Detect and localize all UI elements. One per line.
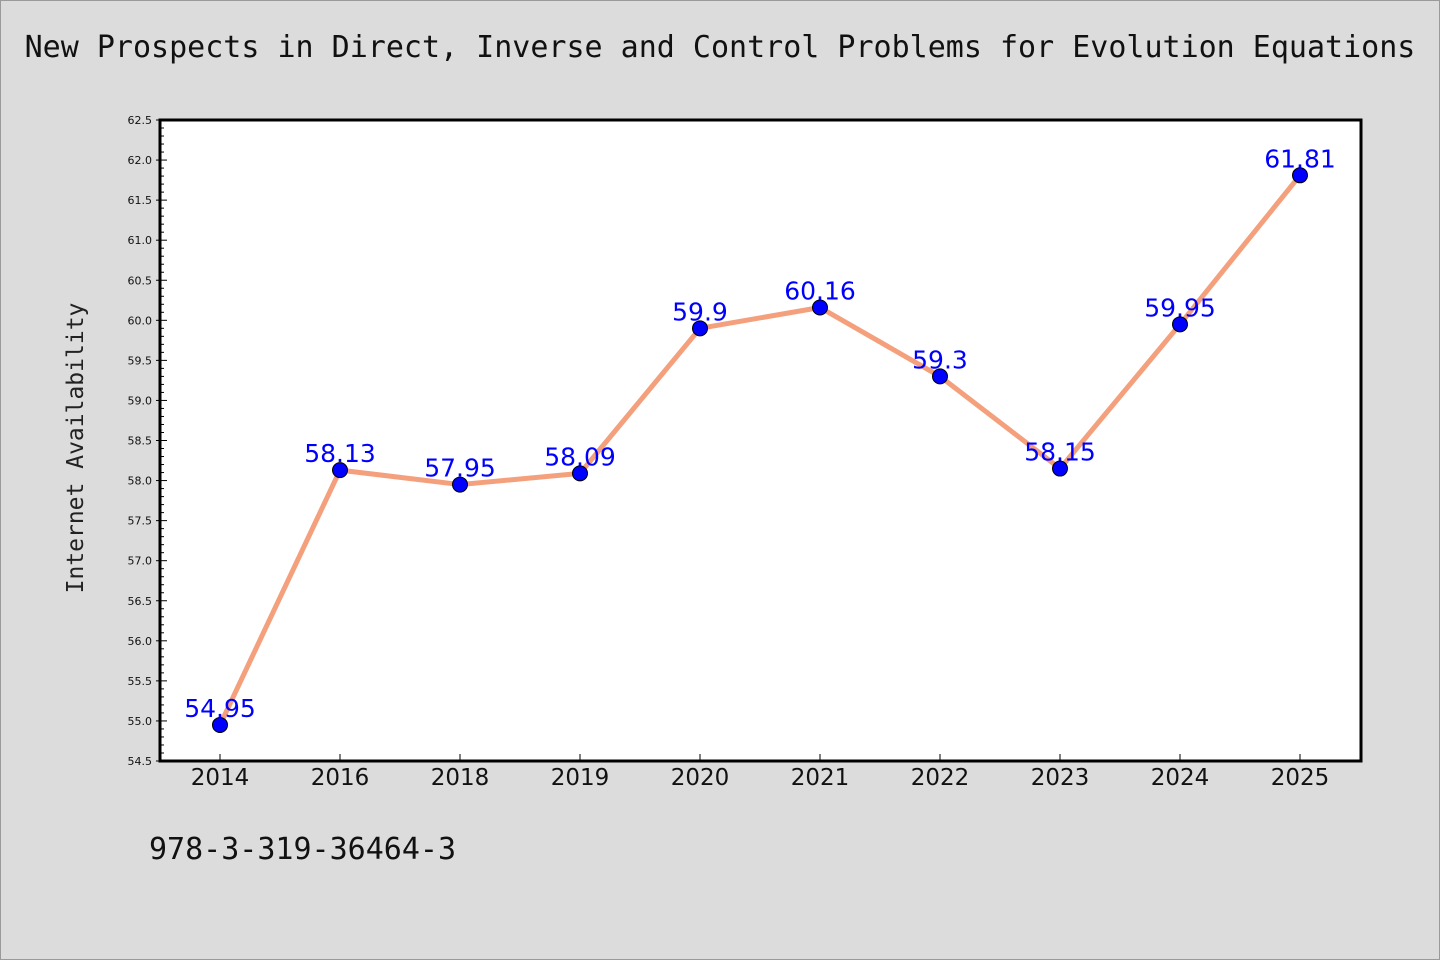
x-tick-label: 2014 [191, 765, 250, 791]
y-tick-label: 58.0 [128, 475, 153, 488]
y-tick-label: 61.5 [128, 194, 153, 207]
y-tick-label: 57.0 [128, 555, 153, 568]
y-tick-label: 59.0 [128, 394, 153, 407]
x-tick-label: 2022 [911, 765, 970, 791]
data-point [332, 462, 348, 479]
data-label: 59.3 [912, 345, 968, 374]
data-point [572, 465, 588, 482]
y-tick-label: 56.5 [128, 595, 153, 608]
y-tick-label: 55.5 [128, 675, 153, 688]
data-labels: 54.95 58.13 57.95 58.09 59.9 60.16 59.3 58.15 59… [184, 144, 1336, 723]
y-tick-label: 60.5 [128, 274, 153, 287]
x-tick-label: 2021 [791, 765, 850, 791]
data-point [212, 716, 228, 733]
chart-title: New Prospects in Direct, Inverse and Con… [24, 30, 1416, 65]
data-label: 59.95 [1144, 293, 1216, 322]
y-tick-label: 60.0 [128, 314, 153, 327]
data-label: 61.81 [1264, 144, 1336, 173]
data-point [932, 368, 948, 385]
x-tick-label: 2016 [311, 765, 370, 791]
y-tick-label: 58.5 [128, 435, 153, 448]
y-tick-label: 61.0 [128, 234, 153, 247]
data-point [452, 476, 468, 493]
data-point [692, 320, 708, 337]
data-label: 57.95 [424, 454, 496, 483]
x-tick-label: 2019 [551, 765, 610, 791]
series-line [217, 172, 1303, 728]
y-tick-label: 55.0 [128, 715, 153, 728]
isbn-footer: 978-3-319-36464-3 [149, 832, 457, 867]
y-tick-label: 62.0 [128, 154, 153, 167]
y-tick-label: 56.0 [128, 635, 153, 648]
y-tick-label: 54.5 [128, 755, 153, 768]
data-point [812, 299, 828, 316]
y-tick-label: 57.5 [128, 515, 153, 528]
data-point [1292, 167, 1308, 184]
y-axis: 54.5 55.0 55.5 56.0 56.5 57.0 57.5 58.0 58.5 59.0… [128, 114, 167, 768]
data-label: 58.09 [544, 442, 616, 471]
y-tick-label: 62.5 [128, 114, 153, 127]
x-tick-label: 2018 [431, 765, 490, 791]
plot-area [158, 118, 1363, 763]
data-point [1172, 316, 1188, 333]
data-label: 60.16 [784, 276, 856, 305]
data-label: 58.15 [1024, 438, 1096, 467]
data-label: 59.9 [672, 297, 728, 326]
data-point [1052, 460, 1068, 477]
x-axis: 2014 2016 2018 2019 2020 2021 2022 2023 2024 2025 [191, 754, 1330, 791]
x-tick-label: 2025 [1271, 765, 1330, 791]
series [212, 167, 1308, 733]
x-tick-label: 2020 [671, 765, 730, 791]
x-tick-label: 2024 [1151, 765, 1210, 791]
data-label: 58.13 [304, 439, 376, 468]
x-tick-label: 2023 [1031, 765, 1090, 791]
y-tick-label: 59.5 [128, 354, 153, 367]
data-label: 54.95 [184, 694, 256, 723]
